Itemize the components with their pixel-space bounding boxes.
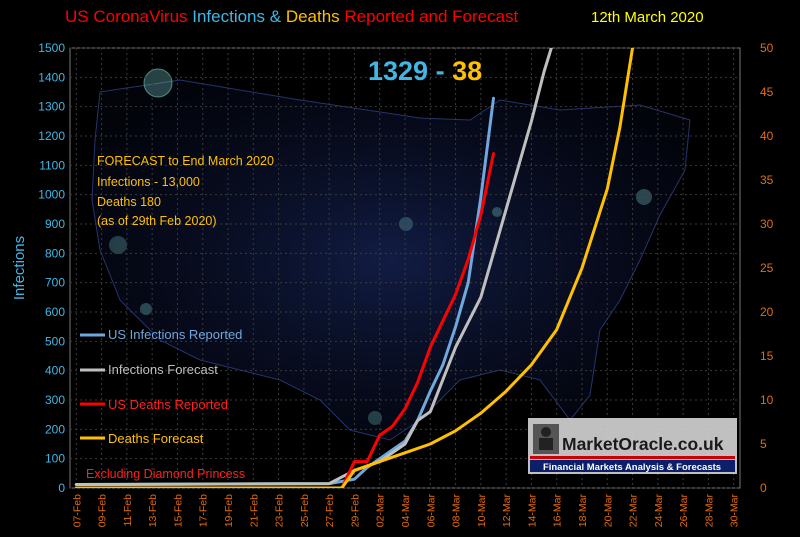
title-part-1: US CoronaVirus xyxy=(65,7,192,26)
y-left-tick-label: 1000 xyxy=(38,188,65,202)
y-right-tick-label: 40 xyxy=(760,129,774,143)
x-tick-label: 30-Mar xyxy=(729,494,741,528)
x-tick-label: 09-Feb xyxy=(97,494,109,527)
y-right-tick-label: 30 xyxy=(760,217,774,231)
x-tick-label: 15-Feb xyxy=(172,494,184,527)
y-left-tick-label: 1500 xyxy=(38,41,65,55)
x-tick-label: 04-Mar xyxy=(400,494,412,528)
x-tick-label: 10-Mar xyxy=(476,494,488,528)
x-tick-label: 08-Mar xyxy=(451,494,463,528)
y-left-tick-label: 900 xyxy=(45,217,65,231)
x-tick-label: 29-Feb xyxy=(349,494,361,527)
x-tick-label: 07-Feb xyxy=(71,494,83,527)
y-right-tick-label: 15 xyxy=(760,349,774,363)
y-right-tick-label: 45 xyxy=(760,85,774,99)
x-tick-label: 28-Mar xyxy=(703,494,715,528)
headline-separator: - xyxy=(428,56,452,86)
y-axis-left-label: Infections xyxy=(11,236,28,300)
legend-label-infections-reported: US Infections Reported xyxy=(108,327,242,342)
map-marker xyxy=(636,189,652,205)
series-line-us-deaths-reported xyxy=(74,152,495,488)
y-right-tick-label: 5 xyxy=(760,437,767,451)
background-map xyxy=(91,68,691,441)
branding-logo-text: MarketOracle.co.uk xyxy=(562,434,724,454)
chart-title: US CoronaVirus Infections & Deaths Repor… xyxy=(65,7,519,26)
x-tick-label: 11-Feb xyxy=(122,494,134,527)
y-right-tick-label: 0 xyxy=(760,481,767,495)
y-left-tick-label: 800 xyxy=(45,246,65,260)
gridlines xyxy=(70,47,740,489)
x-tick-label: 23-Feb xyxy=(274,494,286,527)
forecast-note-line: (as of 29th Feb 2020) xyxy=(97,214,217,228)
forecast-note: FORECAST to End March 2020 Infections - … xyxy=(97,154,274,228)
y-left-tick-label: 700 xyxy=(45,276,65,290)
branding: MarketOracle.co.uk Financial Markets Ana… xyxy=(528,418,737,474)
us-map-silhouette xyxy=(91,79,691,441)
x-tick-label: 18-Mar xyxy=(577,494,589,528)
y-left-tick-label: 0 xyxy=(58,481,65,495)
x-tick-label: 27-Feb xyxy=(324,494,336,527)
title-part-2: Infections & xyxy=(192,7,286,26)
forecast-note-line: FORECAST to End March 2020 xyxy=(97,154,274,168)
headline-infections: 1329 xyxy=(368,56,428,86)
y-right-tick-label: 10 xyxy=(760,393,774,407)
legend-label-deaths-reported: US Deaths Reported xyxy=(108,397,228,412)
y-right-tick-label: 50 xyxy=(760,41,774,55)
map-marker xyxy=(143,68,173,98)
x-tick-label: 02-Mar xyxy=(375,494,387,528)
x-tick-label: 16-Mar xyxy=(552,494,564,528)
series-line-deaths-forecast xyxy=(74,48,634,488)
y-left-tick-label: 100 xyxy=(45,452,65,466)
x-tick-label: 21-Feb xyxy=(248,494,260,527)
y-left-tick-label: 500 xyxy=(45,334,65,348)
x-tick-label: 14-Mar xyxy=(526,494,538,528)
title-part-4: Reported and Forecast xyxy=(344,7,518,26)
footnote: Excluding Diamond Princess xyxy=(86,467,245,481)
x-tick-label: 25-Feb xyxy=(299,494,311,527)
axis-ticks: 0100200300400500600700800900100011001200… xyxy=(38,41,773,527)
y-left-tick-label: 300 xyxy=(45,393,65,407)
x-tick-label: 17-Feb xyxy=(198,494,210,527)
y-left-tick-label: 1200 xyxy=(38,129,65,143)
map-marker xyxy=(492,207,502,217)
y-left-tick-label: 1400 xyxy=(38,70,65,84)
branding-tagline-bg xyxy=(530,460,735,472)
y-right-tick-label: 25 xyxy=(760,261,774,275)
title-part-3: Deaths xyxy=(286,7,345,26)
forecast-note-line: Deaths 180 xyxy=(97,195,161,209)
x-tick-label: 13-Feb xyxy=(147,494,159,527)
x-tick-label: 26-Mar xyxy=(678,494,690,528)
branding-tagline: Financial Markets Analysis & Forecasts xyxy=(543,462,721,473)
legend-label-deaths-forecast: Deaths Forecast xyxy=(108,431,204,446)
y-right-tick-label: 20 xyxy=(760,305,774,319)
headline-deaths: 38 xyxy=(452,56,482,86)
y-left-tick-label: 400 xyxy=(45,364,65,378)
branding-red-bar xyxy=(530,456,735,459)
x-tick-label: 24-Mar xyxy=(653,494,665,528)
oracle-logo-icon xyxy=(533,424,559,454)
y-left-tick-label: 600 xyxy=(45,305,65,319)
map-marker xyxy=(368,411,382,425)
y-left-tick-label: 1300 xyxy=(38,100,65,114)
x-tick-label: 12-Mar xyxy=(501,494,513,528)
x-tick-label: 22-Mar xyxy=(628,494,640,528)
legend-label-infections-forecast: Infections Forecast xyxy=(108,362,218,377)
map-marker xyxy=(140,303,152,315)
chart-date: 12th March 2020 xyxy=(591,9,704,26)
headline-numbers: 1329 - 38 xyxy=(368,56,482,86)
series-lines xyxy=(74,48,634,488)
map-marker xyxy=(109,236,127,254)
y-left-tick-label: 200 xyxy=(45,422,65,436)
y-right-tick-label: 35 xyxy=(760,173,774,187)
legend: US Infections Reported Infections Foreca… xyxy=(80,327,242,446)
x-tick-label: 19-Feb xyxy=(223,494,235,527)
x-tick-label: 20-Mar xyxy=(602,494,614,528)
forecast-note-line: Infections - 13,000 xyxy=(97,175,200,189)
x-tick-label: 06-Mar xyxy=(425,494,437,528)
y-left-tick-label: 1100 xyxy=(39,158,65,172)
